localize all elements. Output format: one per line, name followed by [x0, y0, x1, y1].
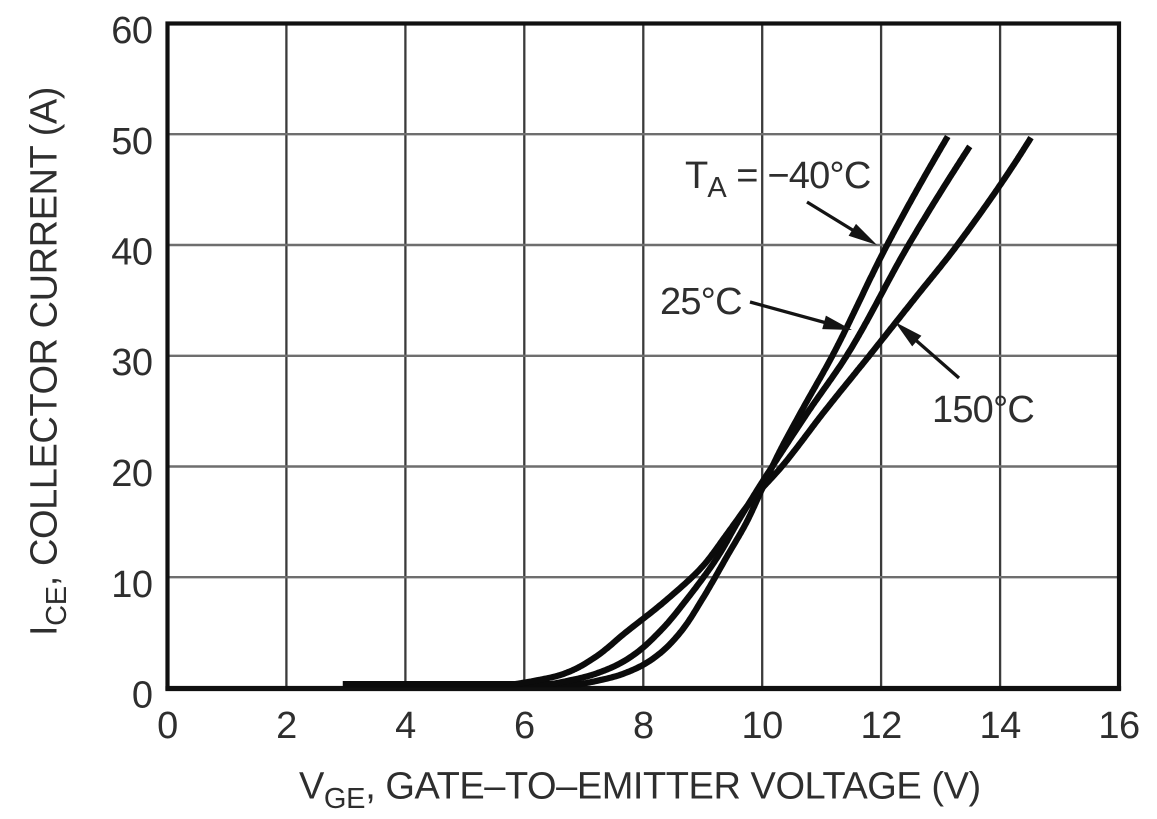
- svg-text:12: 12: [860, 705, 901, 747]
- svg-text:16: 16: [1098, 705, 1139, 747]
- svg-text:6: 6: [514, 705, 535, 747]
- svg-text:50: 50: [111, 121, 152, 163]
- svg-text:VGE, GATE–TO–EMITTER VOLTAGE (: VGE, GATE–TO–EMITTER VOLTAGE (V): [299, 766, 981, 816]
- svg-text:TA = −40°C: TA = −40°C: [685, 155, 870, 204]
- svg-text:150°C: 150°C: [932, 389, 1034, 431]
- svg-text:4: 4: [395, 705, 416, 747]
- svg-text:40: 40: [111, 232, 152, 274]
- svg-text:0: 0: [157, 705, 178, 747]
- svg-text:10: 10: [111, 564, 152, 606]
- svg-text:25°C: 25°C: [660, 281, 742, 323]
- svg-text:10: 10: [742, 705, 783, 747]
- svg-text:60: 60: [111, 10, 152, 52]
- svg-text:20: 20: [111, 453, 152, 495]
- svg-text:8: 8: [633, 705, 654, 747]
- svg-text:30: 30: [111, 342, 152, 384]
- svg-text:14: 14: [979, 705, 1021, 747]
- svg-text:2: 2: [276, 705, 297, 747]
- svg-text:0: 0: [132, 675, 153, 717]
- svg-text:ICE, COLLECTOR CURRENT (A): ICE, COLLECTOR CURRENT (A): [24, 87, 74, 636]
